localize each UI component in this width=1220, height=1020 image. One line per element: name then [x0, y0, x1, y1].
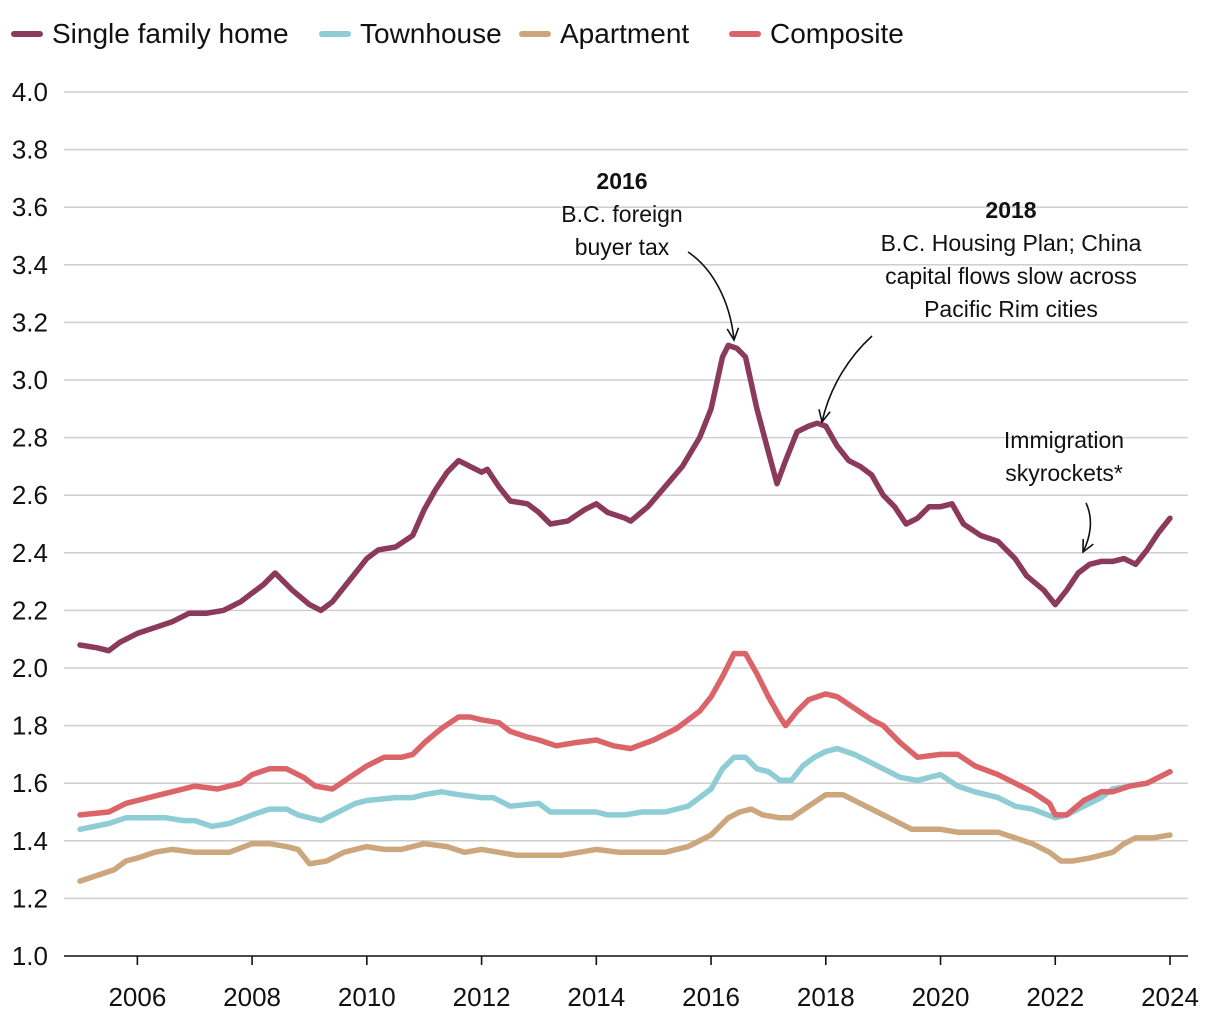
annotation-text: B.C. foreign	[561, 201, 682, 227]
y-tick-label: 4.0	[12, 77, 48, 107]
legend-label: Composite	[770, 18, 904, 49]
legend-label: Apartment	[560, 18, 689, 49]
x-tick-label: 2006	[108, 982, 166, 1012]
series-line-apartment	[77, 791, 1173, 884]
legend-item-apartment: Apartment	[519, 18, 689, 49]
y-tick-label: 3.4	[12, 250, 48, 280]
legend-item-single-family-home: Single family home	[11, 18, 289, 49]
y-tick-label: 1.8	[12, 711, 48, 741]
annotation-a2018: 2018 B.C. Housing Plan; China capital flow…	[818, 197, 1142, 424]
annotation-a2016: 2016 B.C. foreign buyer tax	[561, 168, 740, 342]
y-tick-label: 2.2	[12, 595, 48, 625]
gridlines	[64, 91, 1188, 957]
arrowhead-icon	[818, 409, 831, 424]
annotation-aimm: Immigration skyrockets*	[1004, 427, 1124, 554]
y-tick-label: 3.0	[12, 365, 48, 395]
series-line-single-family-home	[77, 342, 1173, 654]
legend-item-composite: Composite	[729, 18, 904, 49]
series-line-townhouse	[77, 745, 1173, 833]
legend-item-townhouse: Townhouse	[319, 18, 502, 49]
y-tick-label: 2.8	[12, 423, 48, 453]
y-tick-label: 2.0	[12, 653, 48, 683]
x-tick-label: 2010	[338, 982, 396, 1012]
y-tick-label: 1.6	[12, 768, 48, 798]
x-tick-label: 2020	[912, 982, 970, 1012]
annotation-text: capital flows slow across	[885, 263, 1137, 289]
y-tick-label: 1.0	[12, 941, 48, 971]
legend-label: Single family home	[52, 18, 289, 49]
x-tick-label: 2022	[1026, 982, 1084, 1012]
y-tick-label: 3.8	[12, 135, 48, 165]
y-tick-label: 2.4	[12, 538, 48, 568]
x-tick-label: 2024	[1141, 982, 1199, 1012]
annotation-text: skyrockets*	[1005, 460, 1123, 486]
annotation-arrow	[687, 251, 735, 341]
x-tick-label: 2014	[567, 982, 625, 1012]
annotations: 2016 B.C. foreign buyer tax 2018 B.C. Housin…	[561, 168, 1142, 554]
series-lines	[77, 342, 1173, 884]
x-tick-label: 2012	[453, 982, 511, 1012]
annotation-year: 2018	[985, 197, 1036, 223]
series-line-composite	[77, 650, 1173, 818]
annotation-text: B.C. Housing Plan; China	[881, 230, 1142, 256]
x-axis: 2006 2008 2010 2012 2014 2016 2018 2020 2022 2024	[108, 956, 1199, 1012]
y-tick-label: 1.4	[12, 826, 48, 856]
annotation-text: Immigration	[1004, 427, 1124, 453]
annotation-text: Pacific Rim cities	[924, 296, 1098, 322]
x-tick-label: 2018	[797, 982, 855, 1012]
arrowhead-icon	[1082, 538, 1094, 554]
annotation-year: 2016	[596, 168, 647, 194]
y-tick-label: 1.2	[12, 883, 48, 913]
annotation-arrow	[1082, 502, 1092, 553]
legend: Single family home Townhouse Apartment Comp…	[11, 18, 904, 49]
y-tick-label: 3.2	[12, 307, 48, 337]
x-tick-label: 2016	[682, 982, 740, 1012]
y-tick-label: 2.6	[12, 480, 48, 510]
arrowhead-icon	[726, 327, 740, 342]
legend-label: Townhouse	[360, 18, 502, 49]
annotation-text: buyer tax	[575, 234, 670, 260]
y-tick-label: 3.6	[12, 192, 48, 222]
annotation-arrow	[821, 335, 873, 423]
x-tick-label: 2008	[223, 982, 281, 1012]
y-axis: 1.0 1.2 1.4 1.6 1.8 2.0 2.2 2.4 2.6 2.8 3.0 3.2 3.4 3…	[12, 77, 48, 971]
